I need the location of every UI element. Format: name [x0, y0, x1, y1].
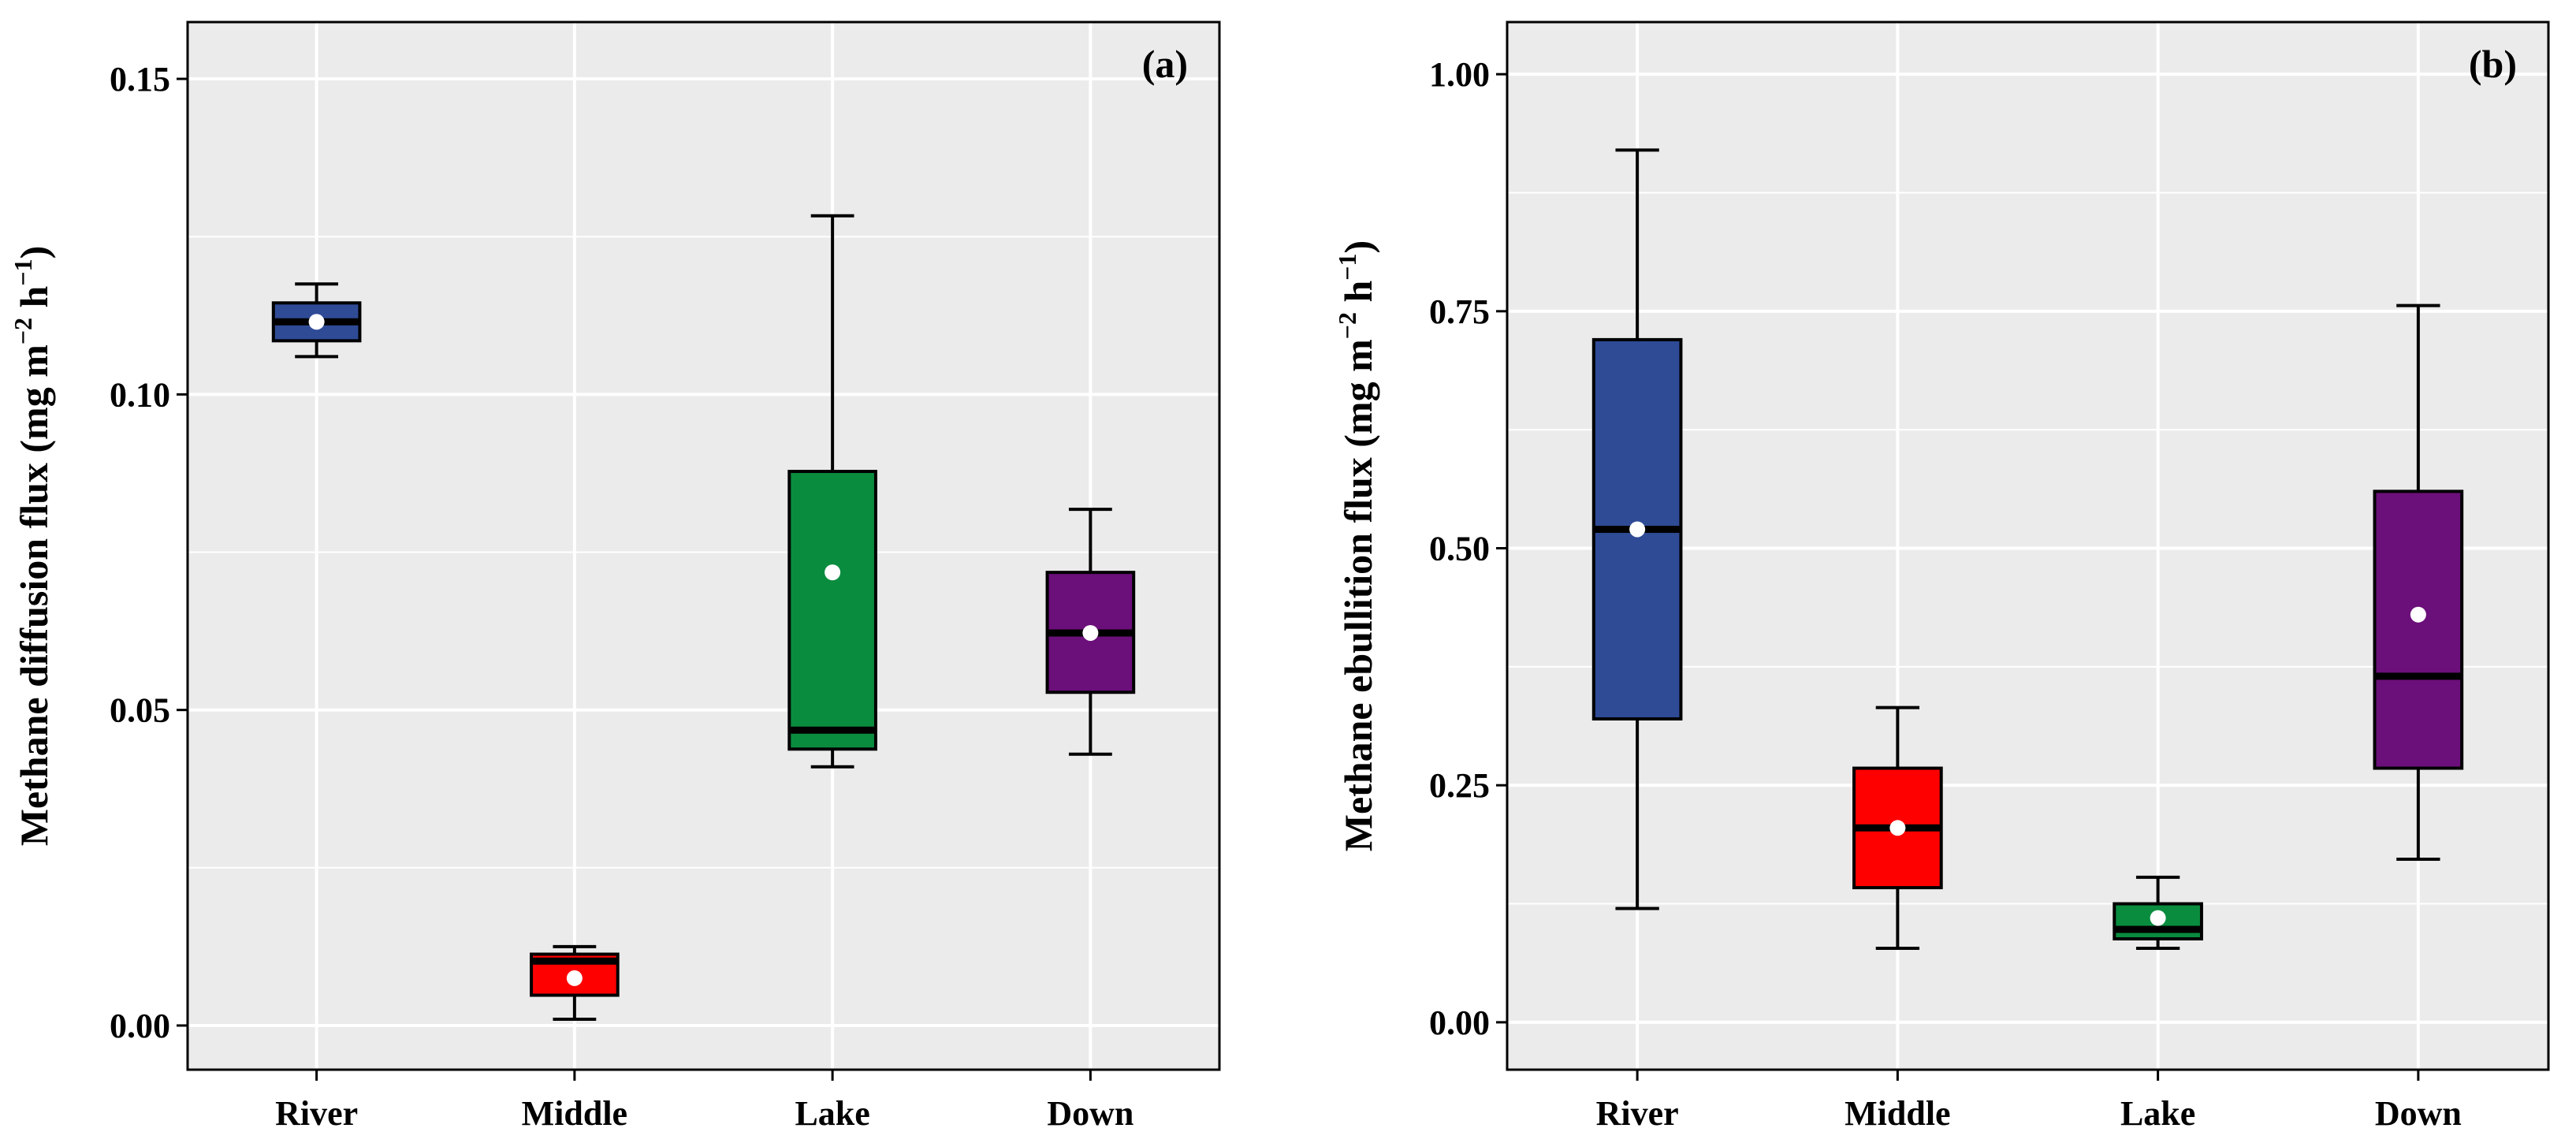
box-middle [530, 944, 620, 1021]
plot-background [188, 22, 1219, 1070]
y-tick-label: 0.05 [110, 691, 170, 730]
box-body [2373, 490, 2464, 770]
y-axis-title: Methane ebullition flux (mg m−2 h−1) [1333, 240, 1380, 851]
y-tick-label: 1.00 [1429, 55, 1490, 94]
box-river [1591, 148, 1683, 910]
y-axis-title-sup1: −2 [1333, 312, 1361, 339]
x-tick-label: River [275, 1094, 358, 1133]
mean-point [566, 970, 583, 986]
mean-point [2410, 606, 2426, 623]
y-tick-label: 0.15 [110, 60, 170, 99]
box-river [271, 282, 362, 359]
y-tick-label: 0.00 [1429, 1003, 1490, 1042]
y-axis-title-end: ) [12, 246, 56, 259]
mean-point [1889, 820, 1906, 836]
x-tick-label: Lake [2120, 1094, 2195, 1133]
panel-b: 0.00 0.25 0.50 0.75 1.00 River Middle Lake Down (… [1333, 20, 2550, 1133]
y-axis-title-sup2: −1 [9, 259, 37, 285]
panel-label: (a) [1142, 42, 1188, 86]
mean-point [1082, 624, 1099, 641]
box-down [1045, 508, 1136, 756]
y-axis-title-end: ) [1336, 240, 1380, 254]
y-axis-title-main: Methane diffusion flux (mg m [12, 344, 56, 846]
box-lake [787, 214, 877, 769]
x-tick-label: Down [1047, 1094, 1134, 1133]
box-middle [1852, 706, 1943, 951]
y-axis-title-main: Methane ebullition flux (mg m [1336, 339, 1380, 851]
panel-border [186, 20, 1221, 1071]
y-axis-title: Methane diffusion flux (mg m−2 h−1) [9, 246, 56, 847]
y-axis-title-mid: h [1336, 280, 1380, 312]
x-tick-label: Lake [795, 1094, 869, 1133]
mean-point [2150, 910, 2166, 926]
panel-a: 0.00 0.05 0.10 0.15 River Middle Lake Down (a) Me… [9, 20, 1221, 1133]
box-down [2373, 303, 2464, 861]
y-tick-label: 0.50 [1429, 530, 1490, 568]
x-tick-label: Middle [1845, 1094, 1950, 1133]
x-tick-label: Down [2375, 1094, 2462, 1133]
y-tick-label: 0.25 [1429, 766, 1490, 805]
y-tick-label: 0.00 [110, 1007, 170, 1045]
y-axis-title-sup2: −1 [1333, 253, 1361, 280]
mean-point [1629, 521, 1646, 538]
y-tick-label: 0.10 [110, 375, 170, 414]
mean-point [308, 314, 325, 330]
panel-label: (b) [2469, 42, 2517, 86]
box-body [787, 470, 877, 751]
y-axis-title-sup1: −2 [9, 318, 37, 344]
panel-border [1506, 20, 2550, 1071]
box-lake [2113, 875, 2203, 951]
x-tick-label: Middle [522, 1094, 627, 1133]
y-axis-title-mid: h [12, 285, 56, 318]
y-tick-label: 0.75 [1429, 292, 1490, 331]
mean-point [825, 564, 841, 581]
x-tick-label: River [1596, 1094, 1679, 1133]
